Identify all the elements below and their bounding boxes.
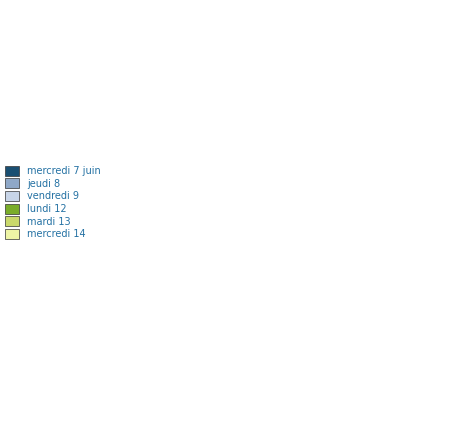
Legend: mercredi 7 juin, jeudi 8, vendredi 9, lundi 12, mardi 13, mercredi 14: mercredi 7 juin, jeudi 8, vendredi 9, lu… (5, 165, 101, 239)
